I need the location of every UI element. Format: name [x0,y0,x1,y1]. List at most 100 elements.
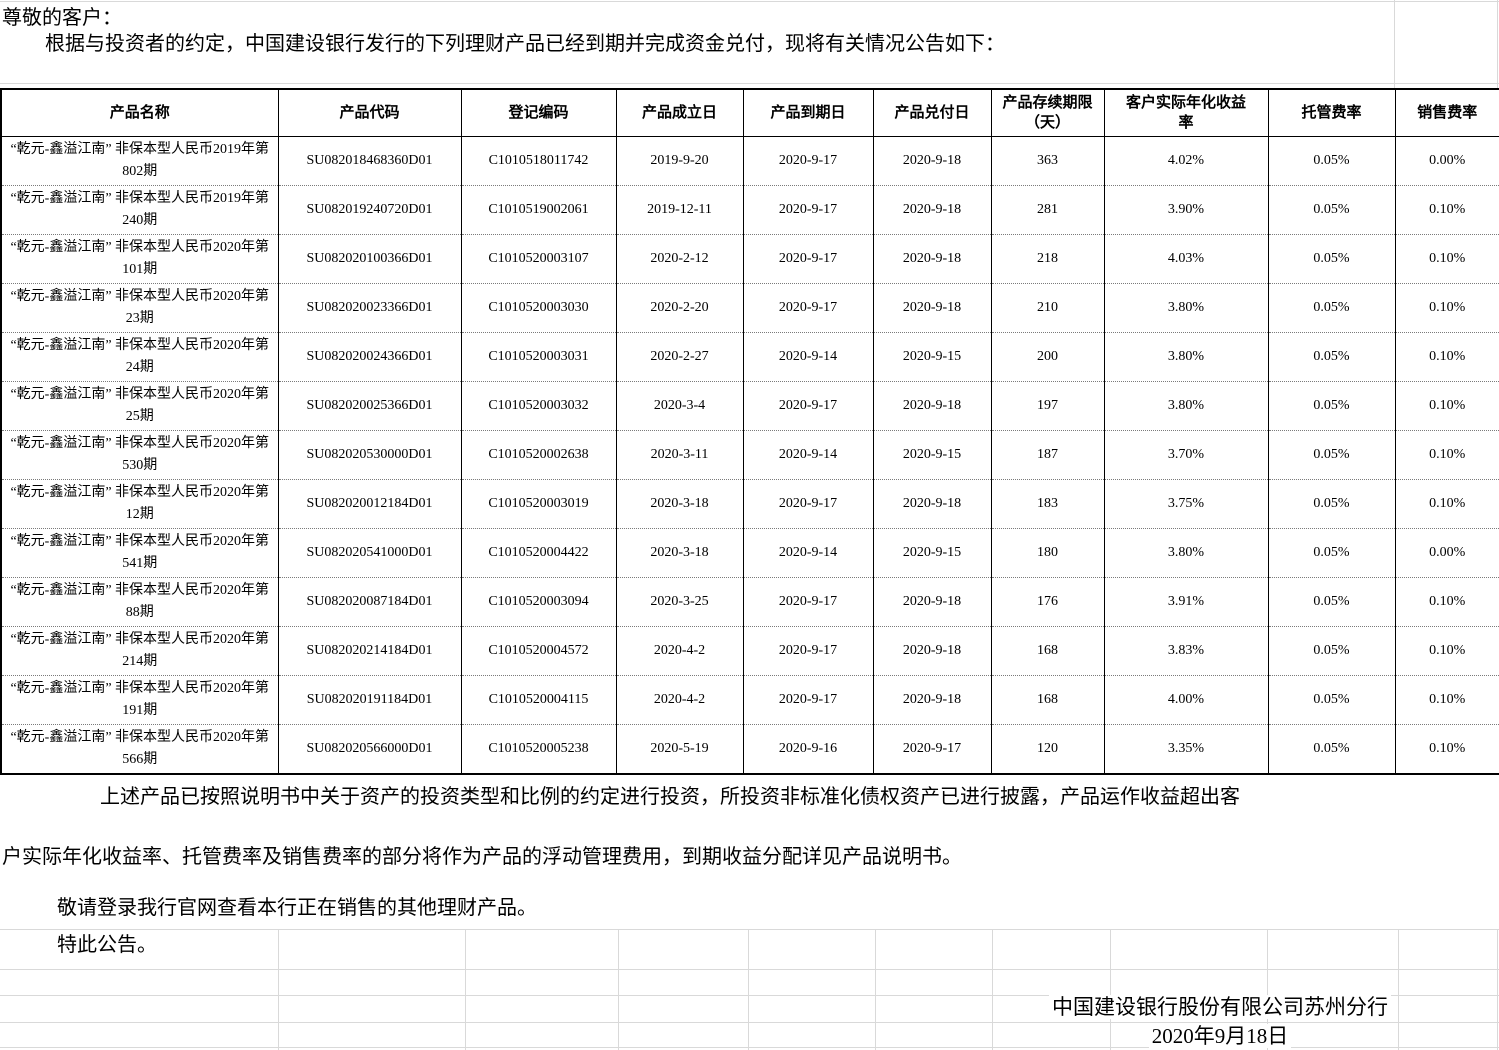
grid-line-vertical [618,929,619,1050]
table-row: “乾元-鑫溢江南” 非保本型人民币2019年第240期 SU08201924072… [0,185,1499,235]
cell-product-code: SU082020023366D01 [277,283,462,333]
grid-line-vertical [992,929,993,1050]
table-row: “乾元-鑫溢江南” 非保本型人民币2020年第24期 SU082020024366… [0,332,1499,382]
table-row: “乾元-鑫溢江南” 非保本型人民币2020年第25期 SU082020025366… [0,381,1499,431]
cell-payment-date: 2020-9-18 [872,479,992,529]
cell-maturity-date: 2020-9-17 [742,234,874,284]
cell-duration-days: 183 [990,479,1105,529]
cell-duration-days: 187 [990,430,1105,480]
cell-product-name: “乾元-鑫溢江南” 非保本型人民币2020年第24期 [0,332,279,382]
table-header-row: 产品名称 产品代码 登记编码 产品成立日 产品到期日 产品兑付日 产品存续期限（天） 客户实际… [0,88,1499,137]
cell-registration-code: C1010520004115 [460,675,617,725]
column-header-maturity-date: 产品到期日 [742,88,874,137]
cell-maturity-date: 2020-9-17 [742,626,874,676]
cell-actual-annual-yield: 3.80% [1103,528,1269,578]
cell-registration-code: C1010519002061 [460,185,617,235]
cell-sales-fee-rate: 0.10% [1394,381,1499,431]
table-row: “乾元-鑫溢江南” 非保本型人民币2020年第12期 SU082020012184… [0,479,1499,529]
cell-registration-code: C1010518011742 [460,136,617,186]
cell-sales-fee-rate: 0.10% [1394,626,1499,676]
greeting-text: 尊敬的客户： [2,7,122,29]
grid-line-vertical [1267,929,1268,1050]
cell-duration-days: 281 [990,185,1105,235]
grid-line-horizontal [0,995,1499,996]
cell-establish-date: 2020-3-25 [615,577,744,627]
cell-payment-date: 2020-9-18 [872,283,992,333]
cell-custody-fee-rate: 0.05% [1267,528,1396,578]
grid-line-vertical [1394,0,1395,88]
cell-product-name: “乾元-鑫溢江南” 非保本型人民币2020年第530期 [0,430,279,480]
date-text: 2020年9月18日 [1148,1024,1292,1048]
cell-actual-annual-yield: 3.70% [1103,430,1269,480]
cell-custody-fee-rate: 0.05% [1267,430,1396,480]
cell-actual-annual-yield: 3.80% [1103,332,1269,382]
issuer-signature: 中国建设银行股份有限公司苏州分行 [1000,995,1440,1020]
cell-actual-annual-yield: 3.35% [1103,724,1269,775]
table-row: “乾元-鑫溢江南” 非保本型人民币2020年第530期 SU08202053000… [0,430,1499,480]
note-line-2: 户实际年化收益率、托管费率及销售费率的部分将作为产品的浮动管理费用，到期收益分配… [2,846,962,868]
note-line-4: 特此公告。 [57,934,157,956]
column-header-registration-code: 登记编码 [460,88,617,137]
grid-line-horizontal [0,1047,1499,1048]
cell-duration-days: 180 [990,528,1105,578]
column-header-product-name: 产品名称 [0,88,279,137]
cell-payment-date: 2020-9-18 [872,185,992,235]
cell-establish-date: 2020-4-2 [615,675,744,725]
cell-product-code: SU082020012184D01 [277,479,462,529]
cell-actual-annual-yield: 3.80% [1103,381,1269,431]
cell-maturity-date: 2020-9-17 [742,675,874,725]
column-header-product-code: 产品代码 [277,88,462,137]
table-body: “乾元-鑫溢江南” 非保本型人民币2019年第802期 SU08201846836… [0,136,1499,775]
cell-registration-code: C1010520003032 [460,381,617,431]
cell-product-name: “乾元-鑫溢江南” 非保本型人民币2020年第214期 [0,626,279,676]
column-header-actual-annual-yield: 客户实际年化收益率 [1103,88,1269,137]
table-row: “乾元-鑫溢江南” 非保本型人民币2020年第214期 SU08202021418… [0,626,1499,676]
grid-line-vertical [1497,929,1498,1050]
cell-custody-fee-rate: 0.05% [1267,381,1396,431]
cell-duration-days: 197 [990,381,1105,431]
cell-product-code: SU082020087184D01 [277,577,462,627]
cell-sales-fee-rate: 0.10% [1394,479,1499,529]
intro-text: 根据与投资者的约定，中国建设银行发行的下列理财产品已经到期并完成资金兑付，现将有… [45,33,1005,55]
announcement-date: 2020年9月18日 [1000,1024,1440,1049]
table-row: “乾元-鑫溢江南” 非保本型人民币2020年第191期 SU08202019118… [0,675,1499,725]
cell-registration-code: C1010520003030 [460,283,617,333]
cell-product-name: “乾元-鑫溢江南” 非保本型人民币2020年第101期 [0,234,279,284]
cell-establish-date: 2019-9-20 [615,136,744,186]
cell-duration-days: 120 [990,724,1105,775]
cell-maturity-date: 2020-9-17 [742,381,874,431]
cell-product-code: SU082020541000D01 [277,528,462,578]
cell-payment-date: 2020-9-15 [872,528,992,578]
cell-maturity-date: 2020-9-17 [742,185,874,235]
cell-maturity-date: 2020-9-17 [742,136,874,186]
cell-registration-code: C1010520002638 [460,430,617,480]
cell-sales-fee-rate: 0.00% [1394,136,1499,186]
cell-product-name: “乾元-鑫溢江南” 非保本型人民币2020年第566期 [0,724,279,775]
grid-line-horizontal [0,1,1499,2]
cell-product-name: “乾元-鑫溢江南” 非保本型人民币2020年第12期 [0,479,279,529]
cell-actual-annual-yield: 3.90% [1103,185,1269,235]
cell-maturity-date: 2020-9-14 [742,430,874,480]
cell-registration-code: C1010520004572 [460,626,617,676]
cell-product-name: “乾元-鑫溢江南” 非保本型人民币2020年第25期 [0,381,279,431]
cell-actual-annual-yield: 3.91% [1103,577,1269,627]
cell-product-code: SU082020530000D01 [277,430,462,480]
cell-duration-days: 200 [990,332,1105,382]
cell-payment-date: 2020-9-18 [872,675,992,725]
cell-product-code: SU082020024366D01 [277,332,462,382]
cell-payment-date: 2020-9-18 [872,136,992,186]
cell-product-name: “乾元-鑫溢江南” 非保本型人民币2020年第23期 [0,283,279,333]
cell-duration-days: 218 [990,234,1105,284]
cell-establish-date: 2020-3-18 [615,479,744,529]
cell-registration-code: C1010520003019 [460,479,617,529]
grid-line-vertical [278,929,279,1050]
cell-custody-fee-rate: 0.05% [1267,724,1396,775]
cell-duration-days: 176 [990,577,1105,627]
cell-establish-date: 2019-12-11 [615,185,744,235]
cell-custody-fee-rate: 0.05% [1267,479,1396,529]
cell-maturity-date: 2020-9-17 [742,577,874,627]
cell-registration-code: C1010520003031 [460,332,617,382]
cell-sales-fee-rate: 0.10% [1394,185,1499,235]
table-row: “乾元-鑫溢江南” 非保本型人民币2020年第88期 SU082020087184… [0,577,1499,627]
cell-product-code: SU082018468360D01 [277,136,462,186]
